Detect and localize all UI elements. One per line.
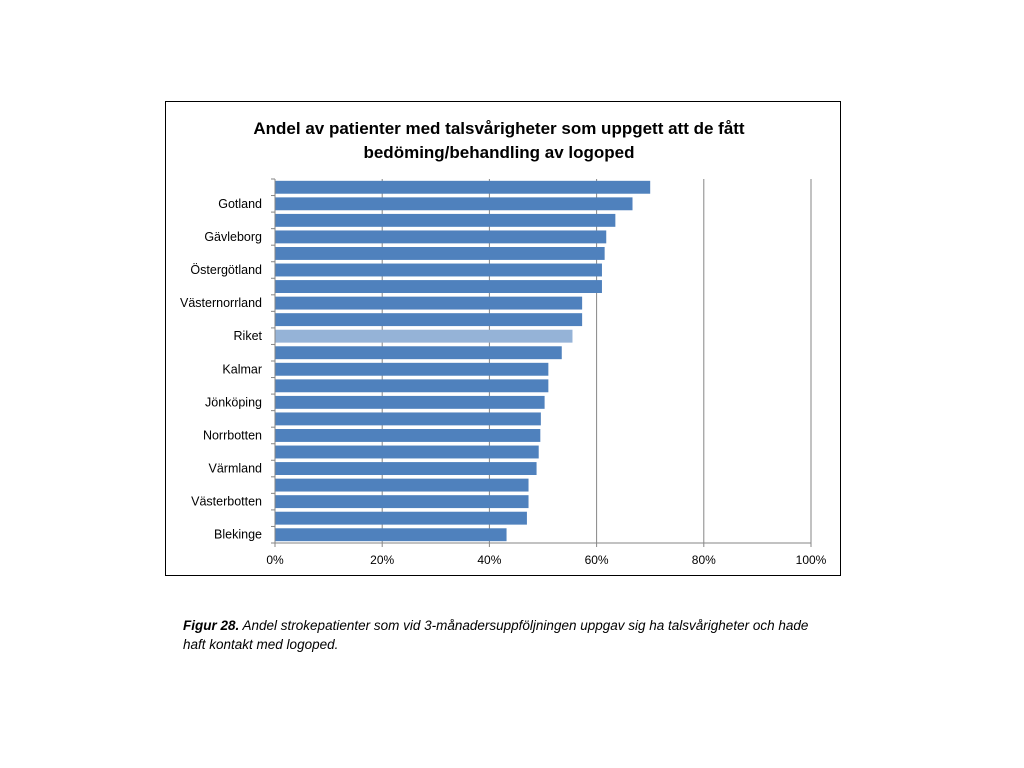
category-label: Norrbotten — [203, 428, 262, 442]
bar — [275, 478, 529, 492]
bar — [275, 329, 573, 343]
category-labels: Gotland Gävleborg Östergötland Västernorrla… — [180, 197, 263, 542]
chart-title-line-1: Andel av patienter med talsvårigheter so… — [253, 119, 745, 138]
bar — [275, 511, 527, 525]
bar — [275, 197, 633, 211]
bars — [275, 180, 651, 542]
bar — [275, 296, 583, 310]
category-label: Östergötland — [190, 263, 262, 277]
bar — [275, 247, 605, 260]
category-label: Gotland — [218, 197, 262, 211]
bar — [275, 462, 537, 475]
category-label: Västernorrland — [180, 296, 262, 310]
category-label: Värmland — [209, 462, 263, 476]
x-tick-labels: 0% 20% 40% 60% 80% 100% — [266, 553, 826, 567]
x-tick-label: 100% — [796, 553, 827, 567]
x-tick-label: 0% — [266, 553, 284, 567]
bar — [275, 213, 616, 227]
chart-frame: Andel av patienter med talsvårigheter so… — [165, 101, 841, 576]
bar — [275, 313, 583, 327]
x-tick-label: 20% — [370, 553, 394, 567]
bar — [275, 362, 549, 376]
bar — [275, 412, 541, 426]
bar — [275, 180, 651, 194]
bar — [275, 346, 562, 360]
bar — [275, 395, 545, 409]
x-tick-label: 40% — [477, 553, 501, 567]
bar — [275, 495, 529, 509]
bar — [275, 528, 507, 542]
bar — [275, 230, 607, 244]
category-label: Riket — [234, 329, 263, 343]
bar-chart: Andel av patienter med talsvårigheter so… — [180, 119, 827, 567]
category-label: Blekinge — [214, 528, 262, 542]
figure-caption-label: Figur 28. — [183, 618, 240, 633]
x-tick-label: 80% — [692, 553, 716, 567]
chart-title-line-2: bedöming/behandling av logoped — [363, 143, 634, 162]
bar — [275, 263, 602, 277]
category-label: Jönköping — [205, 395, 262, 409]
bar — [275, 379, 549, 393]
category-label: Gävleborg — [204, 230, 262, 244]
figure-caption-text: Andel strokepatienter som vid 3-månaders… — [183, 618, 809, 652]
category-label: Kalmar — [222, 362, 262, 376]
x-tick-label: 60% — [585, 553, 609, 567]
bar — [275, 445, 539, 459]
axes — [271, 178, 812, 547]
bar — [275, 429, 541, 442]
figure-caption: Figur 28. Andel strokepatienter som vid … — [183, 616, 823, 654]
category-label: Västerbotten — [191, 495, 262, 509]
bar — [275, 280, 602, 293]
